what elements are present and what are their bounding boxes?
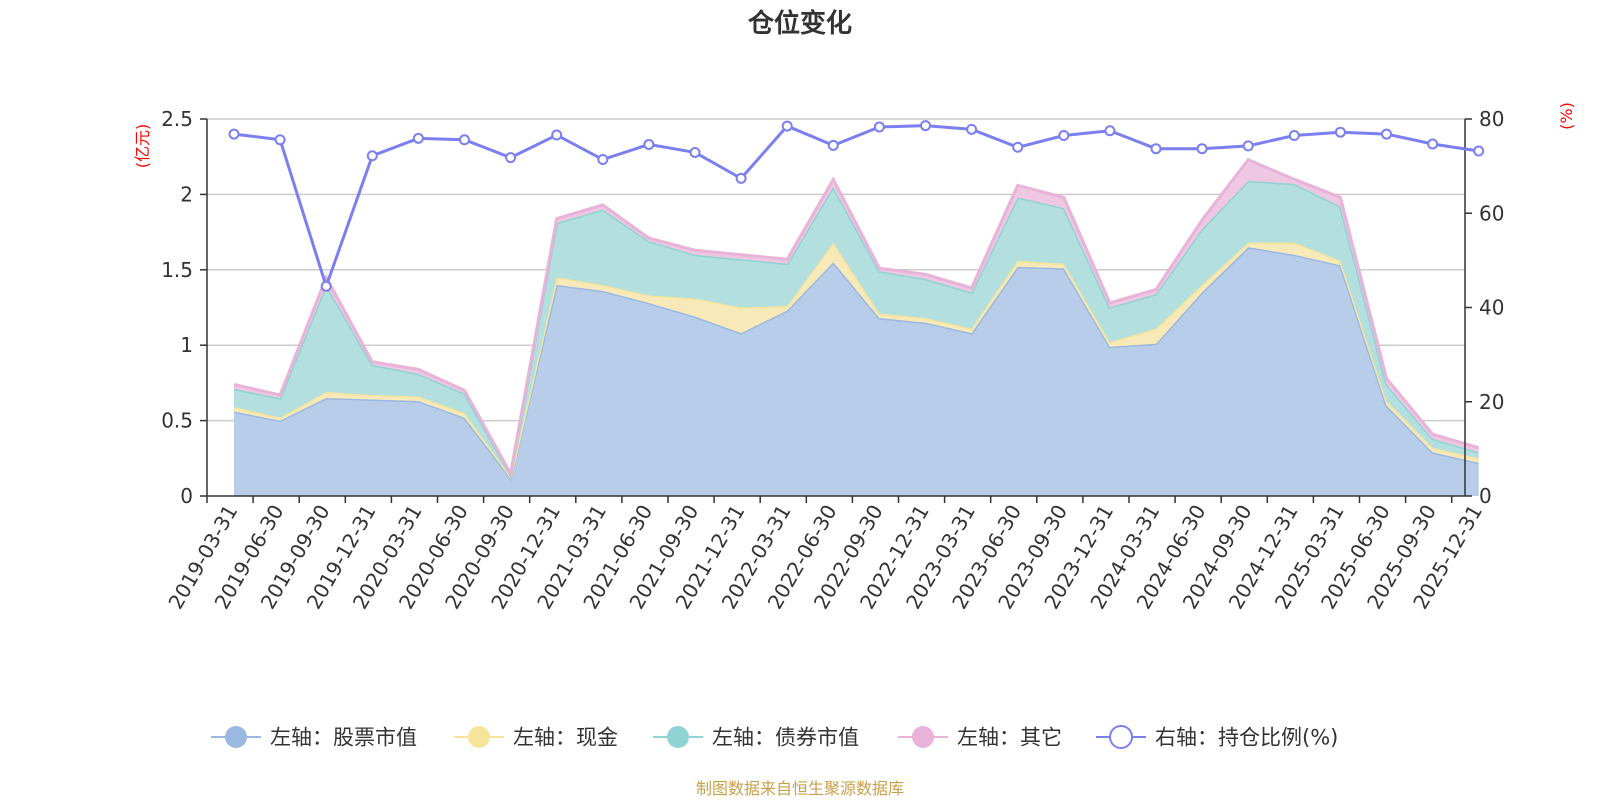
left-tick-label-2: 1 [180,333,193,357]
right-tick-label-3: 60 [1479,201,1504,225]
left-axis-ticks: 0 0.5 1 1.5 2 2.5 [161,107,207,508]
ratio-point-1 [274,134,286,146]
left-tick-label-4: 2 [180,182,193,206]
ratio-point-18 [1058,129,1070,141]
right-axis-ticks: 0 20 40 60 80 [1465,107,1504,508]
legend-item-3[interactable]: 左轴：其它 [898,726,1062,750]
ratio-point-16 [966,123,978,135]
ratio-point-2 [320,280,332,292]
x-axis-ticks: 2019-03-312019-06-302019-09-302019-12-31… [163,496,1487,613]
left-axis-unit: (亿元) [133,124,152,169]
ratio-point-7 [551,129,563,141]
legend-label-3: 左轴：其它 [957,726,1062,750]
legend-symbol-1 [468,726,490,748]
ratio-point-12 [781,120,793,132]
ratio-point-14 [873,121,885,133]
ratio-point-0 [228,128,240,140]
ratio-point-22 [1242,140,1254,152]
legend-item-0[interactable]: 左轴：股票市值 [211,726,417,750]
holding-ratio-line [228,120,1485,292]
right-tick-label-0: 0 [1479,484,1492,508]
legend-label-0: 左轴：股票市值 [270,726,417,750]
left-tick-label-3: 1.5 [161,258,193,282]
chart-title: 仓位变化 [747,8,852,39]
ratio-point-23 [1288,129,1300,141]
ratio-point-15 [920,120,931,132]
legend-symbol-0 [225,726,247,748]
legend-symbol-4 [1109,725,1133,749]
right-tick-label-4: 80 [1479,107,1504,131]
legend[interactable]: 左轴：股票市值 左轴：现金 左轴：债券市值 左轴：其它 右轴：持仓比例(%) [211,725,1338,750]
left-tick-label-1: 0.5 [161,409,193,433]
legend-item-4[interactable]: 右轴：持仓比例(%) [1096,725,1338,750]
ratio-line-path [233,124,1479,292]
ratio-point-19 [1104,125,1116,137]
legend-symbol-3 [912,726,934,748]
ratio-point-20 [1150,143,1162,155]
ratio-point-5 [459,134,470,146]
area-series-0 [234,247,1479,496]
ratio-point-4 [412,132,424,144]
area-series-2 [234,180,1479,477]
ratio-point-13 [827,139,839,151]
stacked-areas [233,157,1480,496]
legend-label-2: 左轴：债券市值 [712,726,859,750]
ratio-point-24 [1334,126,1346,138]
ratio-point-25 [1381,128,1392,140]
ratio-point-11 [735,172,747,184]
ratio-point-3 [366,150,378,162]
area-series-1 [234,242,1479,478]
legend-symbol-2 [667,726,689,748]
ratio-point-8 [597,154,609,166]
ratio-point-27 [1473,145,1485,157]
right-tick-label-2: 40 [1479,296,1504,320]
right-axis-unit: (%) [1557,102,1576,130]
area-edge-3 [233,157,1480,478]
right-tick-label-1: 20 [1479,390,1504,414]
ratio-point-17 [1012,141,1024,153]
legend-item-2[interactable]: 左轴：债券市值 [653,726,859,750]
ratio-point-9 [643,138,655,150]
legend-label-1: 左轴：现金 [513,726,618,750]
legend-label-4: 右轴：持仓比例(%) [1155,726,1338,750]
data-source-note: 制图数据来自恒生聚源数据库 [696,779,904,798]
ratio-point-21 [1196,143,1208,155]
legend-item-1[interactable]: 左轴：现金 [454,726,618,750]
left-tick-label-5: 2.5 [161,107,193,131]
ratio-point-26 [1427,138,1439,150]
ratio-point-10 [689,146,701,158]
left-tick-label-0: 0 [180,484,193,508]
ratio-point-6 [505,152,517,164]
